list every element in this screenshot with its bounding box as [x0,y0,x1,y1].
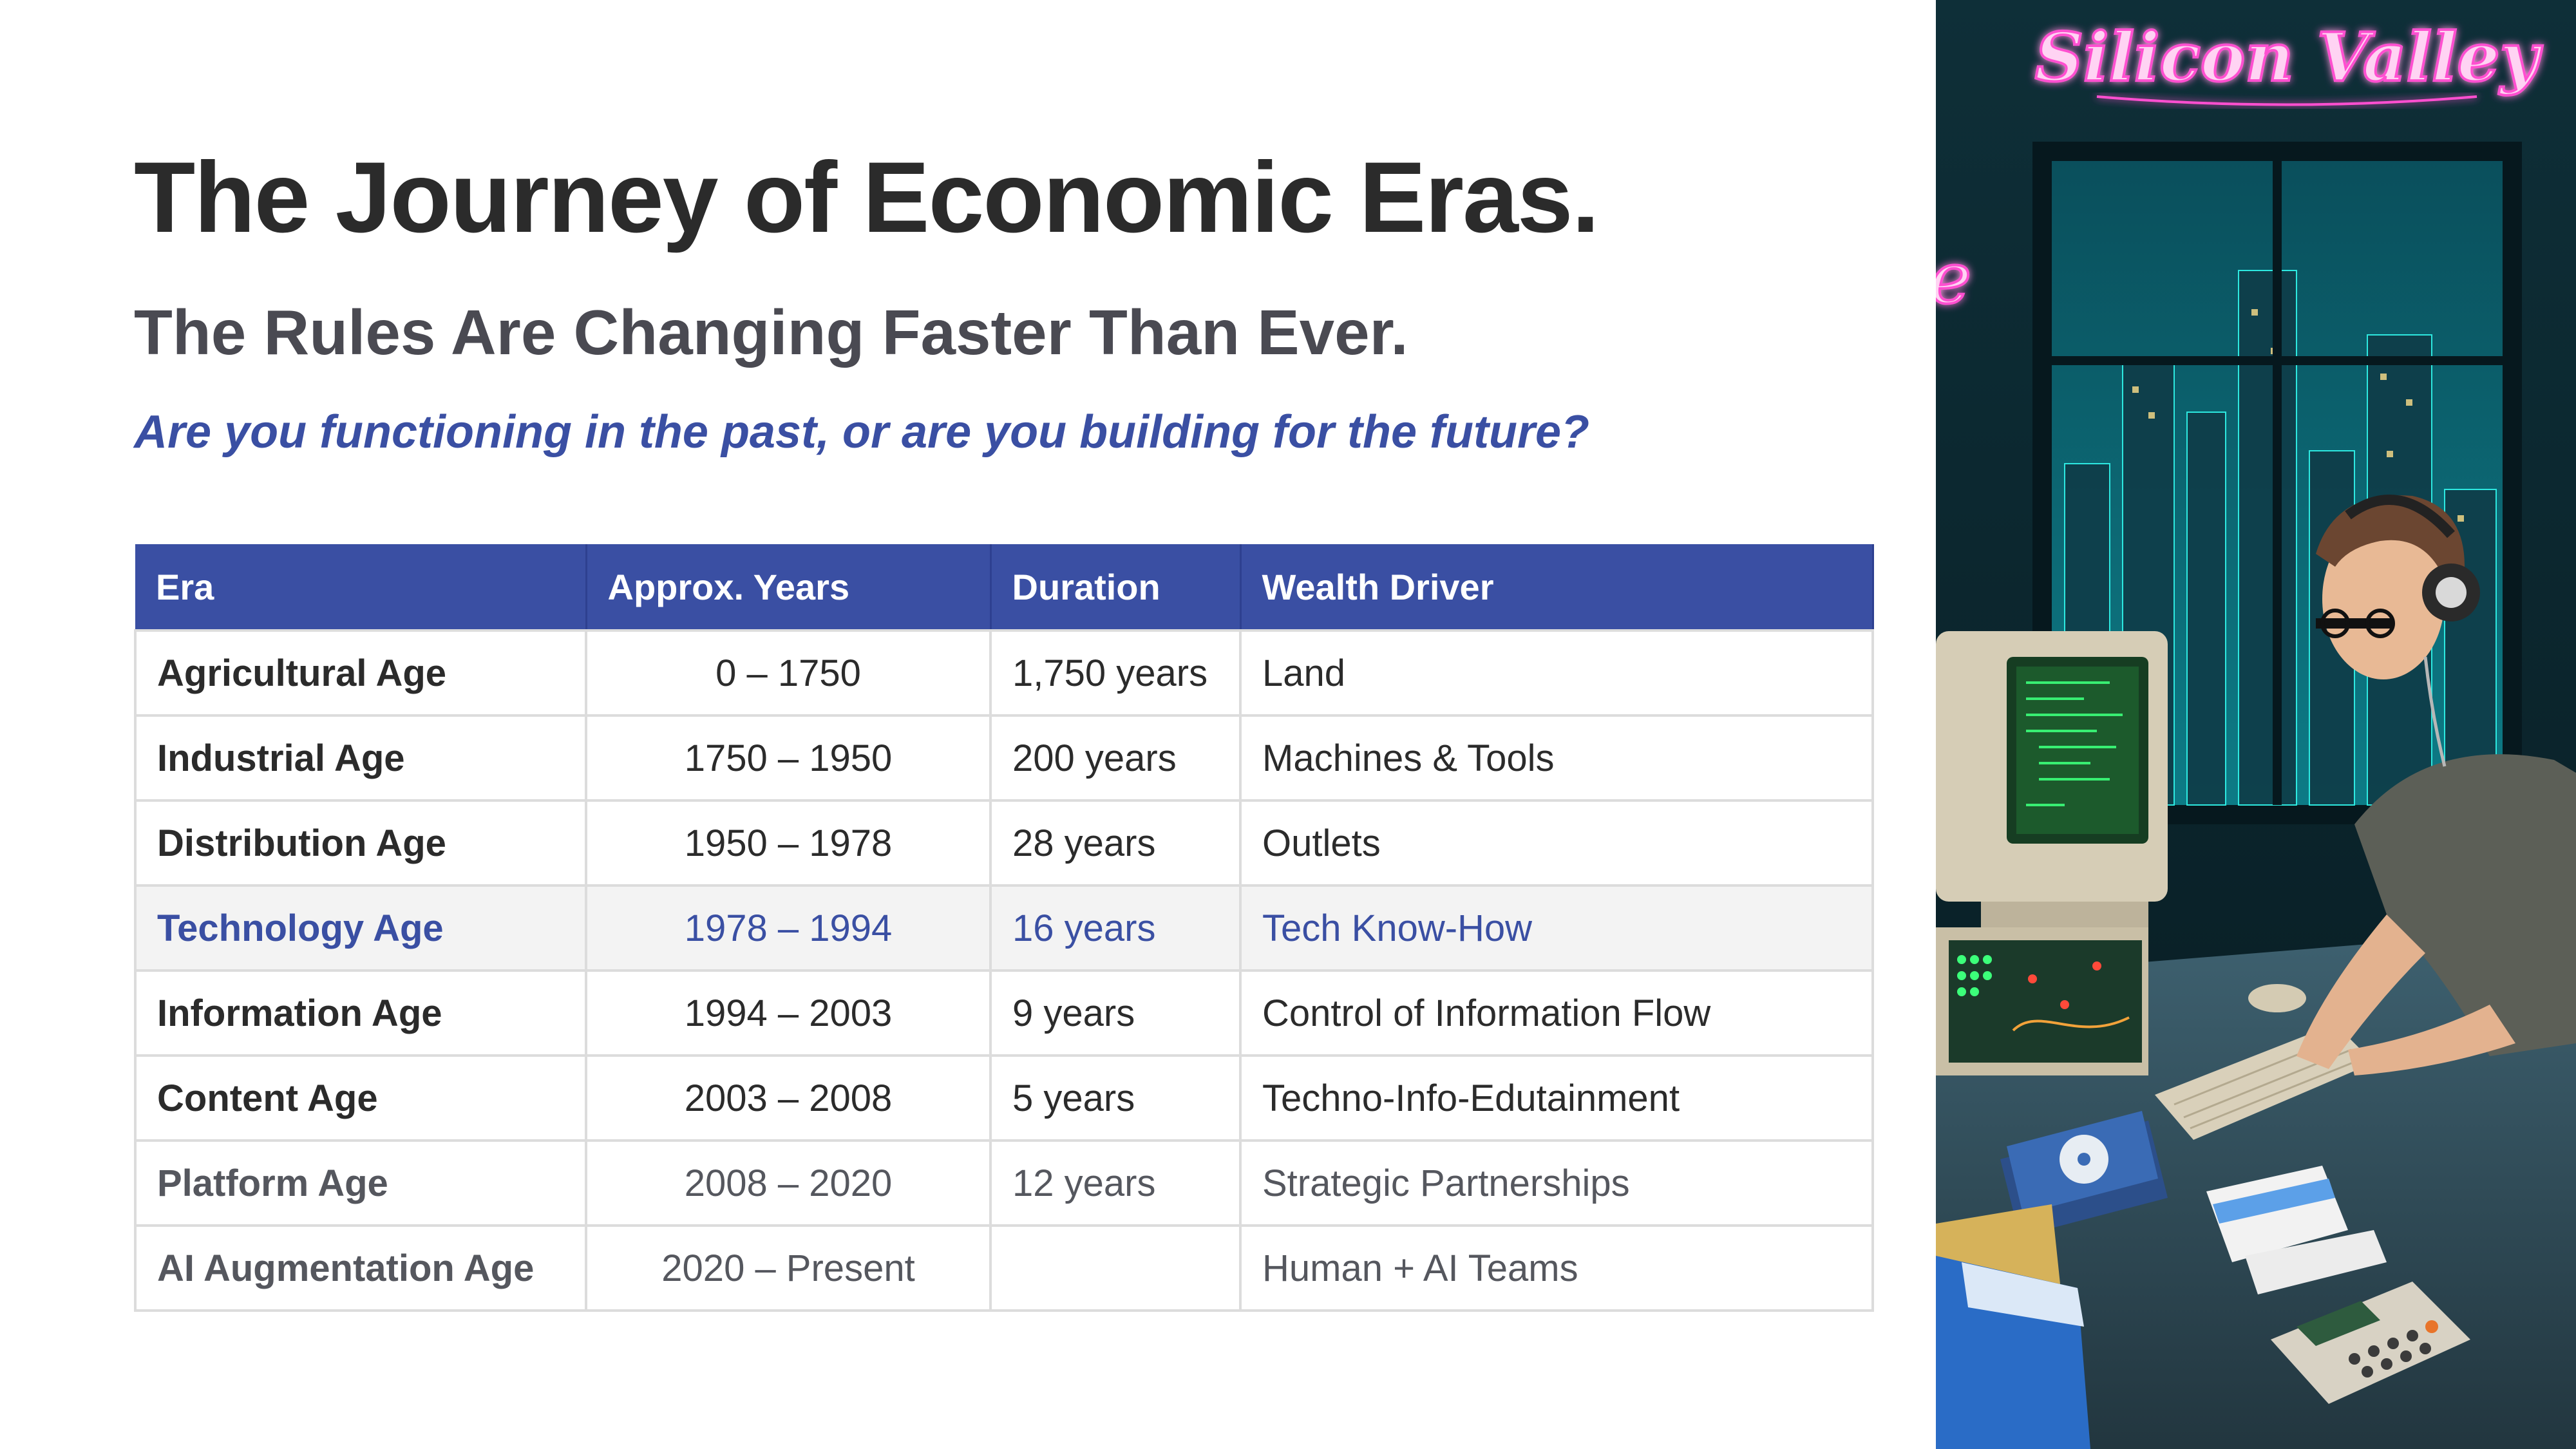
table-row: Industrial Age 1750 – 1950 200 years Mac… [134,714,1874,802]
years-cell: 1978 – 1994 [585,884,992,972]
table-row: Platform Age 2008 – 2020 12 years Strate… [134,1139,1874,1227]
years-cell: 1994 – 2003 [585,969,992,1057]
driver-cell: Control of Information Flow [1239,969,1874,1057]
driver-cell: Machines & Tools [1239,714,1874,802]
calculator-illustration [2271,1282,2470,1404]
table-row: Content Age 2003 – 2008 5 years Techno-I… [134,1054,1874,1142]
duration-cell: 1,750 years [989,629,1242,717]
era-cell: Industrial Age [134,714,587,802]
driver-cell: Techno-Info-Edutainment [1239,1054,1874,1142]
duration-cell: 5 years [989,1054,1242,1142]
table-row: AI Augmentation Age 2020 – Present Human… [134,1224,1874,1312]
duration-cell: 16 years [989,884,1242,972]
years-cell: 2003 – 2008 [585,1054,992,1142]
era-cell: Platform Age [134,1139,587,1227]
years-cell: 2020 – Present [585,1224,992,1312]
era-cell: Information Age [134,969,587,1057]
years-cell: 1750 – 1950 [585,714,992,802]
svg-text:e: e [1936,237,1971,319]
header-years: Approx. Years [586,544,992,630]
retro-computer-illustration: Silicon Valley e [1936,0,2576,1449]
duration-cell: 28 years [989,799,1242,887]
slide-title: The Journey of Economic Eras. [134,142,1600,254]
duration-cell [989,1224,1242,1312]
person-illustration [2297,495,2576,1075]
duration-cell: 200 years [989,714,1242,802]
table-row: Distribution Age 1950 – 1978 28 years Ou… [134,799,1874,887]
era-cell: Technology Age [134,884,587,972]
slide-subtitle: The Rules Are Changing Faster Than Ever. [134,297,1408,368]
years-cell: 1950 – 1978 [585,799,992,887]
years-cell: 2008 – 2020 [585,1139,992,1227]
driver-cell: Strategic Partnerships [1239,1139,1874,1227]
era-cell: Distribution Age [134,799,587,887]
era-cell: Content Age [134,1054,587,1142]
era-cell: AI Augmentation Age [134,1224,587,1312]
table-header-row: Era Approx. Years Duration Wealth Driver [135,544,1874,630]
eras-table: Era Approx. Years Duration Wealth Driver… [134,544,1874,1312]
retro-computer [1936,631,2168,1075]
header-wealth-driver: Wealth Driver [1240,544,1874,630]
driver-cell: Outlets [1239,799,1874,887]
desk-items [1936,1111,2387,1449]
driver-cell: Tech Know-How [1239,884,1874,972]
driver-cell: Land [1239,629,1874,717]
table-row: Information Age 1994 – 2003 9 years Cont… [134,969,1874,1057]
table-row-highlighted: Technology Age 1978 – 1994 16 years Tech… [134,884,1874,972]
duration-cell: 9 years [989,969,1242,1057]
years-cell: 0 – 1750 [585,629,992,717]
header-era: Era [135,544,587,630]
duration-cell: 12 years [989,1139,1242,1227]
table-row: Agricultural Age 0 – 1750 1,750 years La… [134,629,1874,717]
slide-tagline: Are you functioning in the past, or are … [134,406,1589,458]
header-duration: Duration [990,544,1242,630]
neon-sign-text: Silicon Valley [2035,17,2543,97]
driver-cell: Human + AI Teams [1239,1224,1874,1312]
era-cell: Agricultural Age [134,629,587,717]
